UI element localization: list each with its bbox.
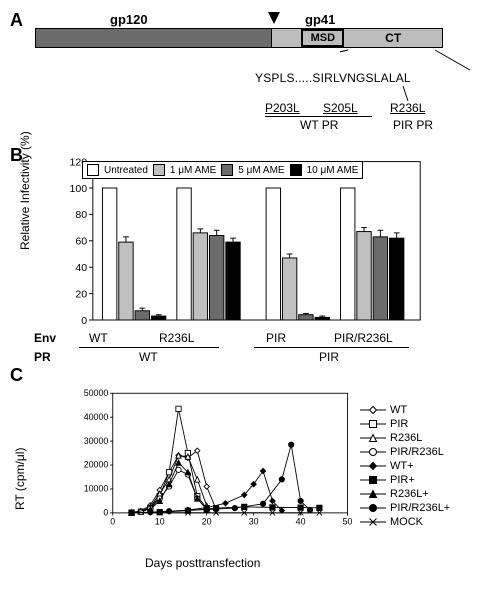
svg-text:20: 20: [202, 516, 212, 526]
env-schematic-bar: MSD CT: [35, 28, 443, 48]
svg-text:40000: 40000: [84, 412, 109, 422]
legend-item: R236L+: [360, 487, 450, 501]
panel-c-ylabel: RT (cpm/μl): [13, 448, 27, 510]
env-row-label: Env: [34, 331, 56, 345]
env-wt: WT: [89, 331, 108, 345]
pr-wt-b: WT: [139, 350, 158, 364]
legend-ame5: 5 μM AME: [238, 165, 284, 176]
cleavage-triangle-icon: [268, 12, 280, 24]
panel-c-xlabel: Days posttransfection: [145, 556, 260, 570]
wt-pr-underline-b: [79, 347, 219, 348]
legend-untreated: Untreated: [104, 165, 148, 176]
gp120-label: gp120: [110, 12, 148, 27]
gp120-box: [35, 28, 272, 48]
pr-pir-label: PIR PR: [393, 118, 433, 132]
panel-b-ylabel: Relative Infectivity (%): [18, 131, 32, 250]
svg-text:0: 0: [81, 315, 87, 327]
env-pirr236l: PIR/R236L: [334, 331, 393, 345]
panel-a: A gp120 gp41 MSD CT YSPLS.....SIRLVNGSLA…: [10, 10, 490, 140]
svg-text:30000: 30000: [84, 436, 109, 446]
panel-b: B Relative Infectivity (%) Untreated 1 μ…: [10, 148, 490, 363]
legend-item: PIR+: [360, 473, 450, 487]
line-chart-svg: 0 10000 20000 30000 40000 50000 0 10 20 30 40 50: [72, 380, 352, 535]
pr-pir-b: PIR: [319, 350, 339, 364]
svg-text:0: 0: [110, 516, 115, 526]
svg-text:20: 20: [75, 288, 87, 300]
panel-b-legend: Untreated 1 μM AME 5 μM AME 10 μM AME: [82, 161, 363, 179]
mutation-s205l: S205L: [323, 101, 358, 115]
svg-text:60: 60: [75, 236, 87, 248]
svg-text:50: 50: [343, 516, 352, 526]
mutation-r236l: R236L: [390, 101, 425, 115]
pr-row-label: PR: [34, 350, 51, 364]
svg-text:100: 100: [69, 183, 87, 195]
svg-text:40: 40: [296, 516, 306, 526]
env-pir: PIR: [266, 331, 286, 345]
svg-text:50000: 50000: [84, 388, 109, 398]
legend-item: MOCK: [360, 515, 450, 529]
gp41-label: gp41: [305, 12, 335, 27]
msd-box: MSD: [301, 29, 344, 47]
bar-chart-svg: 020406080100120: [65, 158, 425, 338]
svg-text:20000: 20000: [84, 460, 109, 470]
panel-c-legend: WTPIRR236LPIR/R236LWT+PIR+R236L+PIR/R236…: [360, 403, 450, 529]
svg-text:0: 0: [103, 508, 108, 518]
legend-item: PIR: [360, 417, 450, 431]
pir-pr-underline-b: [254, 347, 409, 348]
legend-ame10: 10 μM AME: [307, 165, 359, 176]
gp41-box: MSD CT: [272, 28, 443, 48]
mutation-p203l: P203L: [265, 101, 300, 115]
legend-item: R236L: [360, 431, 450, 445]
legend-item: WT: [360, 403, 450, 417]
svg-text:10000: 10000: [84, 484, 109, 494]
svg-text:80: 80: [75, 209, 87, 221]
panel-c-chart: 0 10000 20000 30000 40000 50000 0 10 20 30 40 50: [72, 380, 352, 535]
panel-c: C RT (cpm/μl) 0 10000 20000 30000 40000 50000…: [10, 368, 490, 583]
svg-text:30: 30: [249, 516, 259, 526]
env-r236l: R236L: [159, 331, 194, 345]
ct-box: CT: [344, 29, 442, 47]
wt-pr-underline: [265, 116, 372, 117]
svg-text:10: 10: [155, 516, 165, 526]
panel-c-label: C: [10, 365, 23, 386]
legend-item: PIR/R236L+: [360, 501, 450, 515]
svg-text:40: 40: [75, 262, 87, 274]
panel-a-label: A: [10, 10, 23, 31]
legend-ame1: 1 μM AME: [170, 165, 216, 176]
pr-wt-label: WT PR: [300, 118, 338, 132]
ct-sequence: YSPLS.....SIRLVNGSLALAL: [255, 71, 411, 85]
legend-item: PIR/R236L: [360, 445, 450, 459]
legend-item: WT+: [360, 459, 450, 473]
panel-b-chart: Untreated 1 μM AME 5 μM AME 10 μM AME 0 2…: [65, 158, 425, 338]
